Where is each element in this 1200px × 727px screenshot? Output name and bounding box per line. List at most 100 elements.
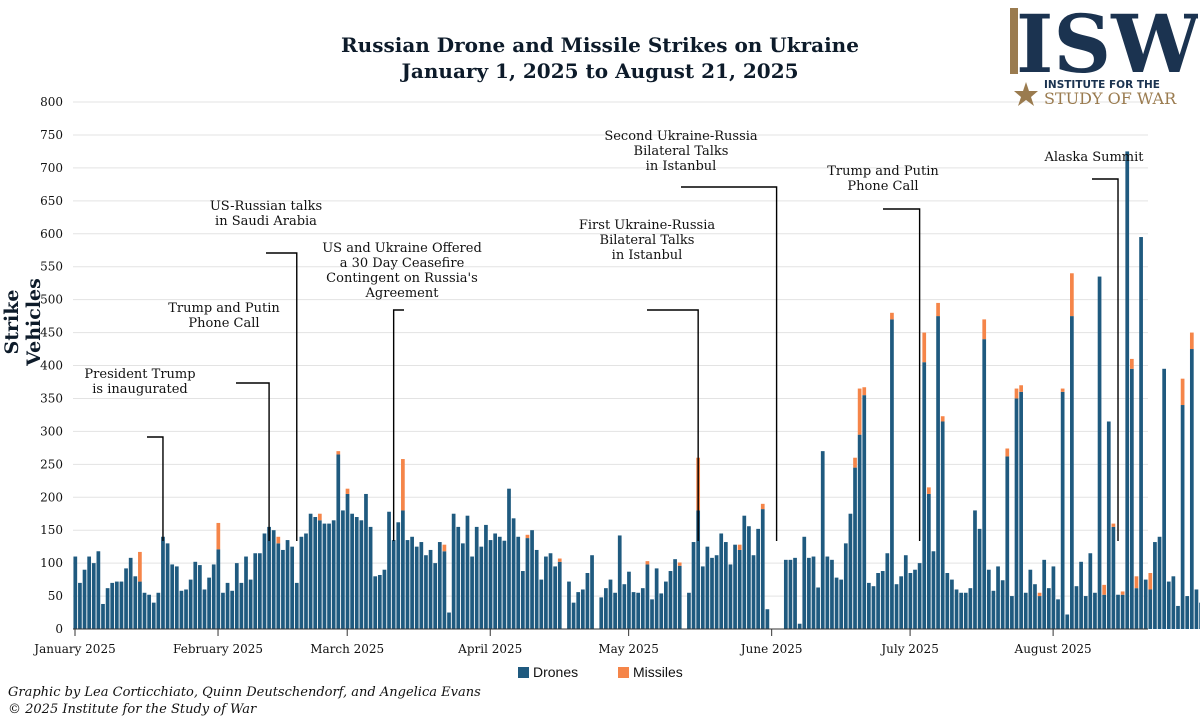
drone-bar bbox=[1129, 368, 1134, 629]
credits-line2: © 2025 Institute for the Study of War bbox=[8, 702, 257, 717]
drone-bar bbox=[1176, 605, 1180, 629]
annotation-leader-line bbox=[266, 252, 298, 541]
y-tick-label: 0 bbox=[55, 622, 63, 636]
missile-bar bbox=[1129, 358, 1134, 369]
logo-line2: STUDY OF WAR bbox=[1044, 89, 1177, 106]
drone-bar bbox=[114, 581, 119, 629]
drone-bar bbox=[1051, 566, 1056, 629]
drone-bar bbox=[608, 579, 613, 629]
annotation-leader-line bbox=[392, 309, 404, 541]
drone-bar bbox=[350, 513, 354, 629]
drone-bar bbox=[580, 589, 585, 629]
annotation-label: is inaugurated bbox=[92, 382, 188, 397]
drone-bar bbox=[138, 581, 142, 629]
legend-label: Missiles bbox=[633, 664, 683, 680]
drone-bar bbox=[327, 523, 331, 629]
annotation-label: Phone Call bbox=[188, 316, 259, 331]
drone-bar bbox=[410, 536, 414, 629]
drone-bar bbox=[170, 564, 175, 629]
drone-bar bbox=[816, 587, 820, 629]
drone-bar bbox=[341, 510, 345, 629]
missile-bar bbox=[922, 332, 927, 363]
drone-bar bbox=[723, 542, 728, 629]
drone-bar bbox=[456, 526, 461, 629]
drone-bar bbox=[1083, 596, 1088, 629]
drone-bar bbox=[294, 582, 299, 629]
annotation-label: a 30 Day Ceasefire bbox=[340, 256, 465, 271]
drone-bar bbox=[364, 493, 368, 629]
drone-bar bbox=[668, 571, 673, 629]
drone-bar bbox=[765, 609, 770, 629]
drone-bar bbox=[613, 592, 617, 629]
annotation-label: Phone Call bbox=[847, 179, 918, 194]
missile-bar bbox=[1070, 273, 1074, 317]
drone-bar bbox=[954, 589, 959, 629]
drone-bar bbox=[700, 566, 705, 629]
drone-bar bbox=[585, 573, 590, 629]
drone-bar bbox=[507, 488, 511, 629]
credits-line1: Graphic by Lea Corticchiato, Quinn Deuts… bbox=[8, 685, 481, 700]
annotation-label: Contingent on Russia's bbox=[326, 271, 478, 286]
annotation-label: in Istanbul bbox=[646, 159, 717, 174]
isw-logo-graphic: ISW INSTITUTE FOR THE STUDY OF WAR bbox=[1010, 0, 1200, 108]
drone-bar bbox=[1143, 579, 1148, 629]
drone-bar bbox=[91, 563, 96, 629]
drone-bar bbox=[188, 579, 193, 629]
legend-swatch bbox=[618, 667, 629, 678]
drone-bar bbox=[664, 581, 668, 629]
missile-bar bbox=[345, 488, 350, 494]
missile-bar bbox=[401, 459, 405, 511]
missile-bar bbox=[926, 487, 931, 494]
drone-bar bbox=[548, 553, 553, 629]
drone-bar bbox=[207, 577, 211, 629]
drone-bar bbox=[811, 556, 816, 629]
drone-bar bbox=[839, 579, 844, 629]
drone-bar bbox=[576, 592, 581, 629]
logo-gold-bar bbox=[1010, 8, 1018, 74]
drone-bar bbox=[267, 526, 271, 629]
missile-bar bbox=[525, 534, 530, 539]
drone-bar bbox=[142, 592, 147, 629]
drone-bar bbox=[424, 555, 428, 629]
drone-bar bbox=[807, 557, 811, 629]
drone-bar bbox=[285, 540, 290, 629]
drone-bar bbox=[1097, 276, 1102, 629]
drone-bar bbox=[1153, 542, 1157, 629]
drone-bar bbox=[239, 582, 244, 629]
missile-bar bbox=[1005, 448, 1010, 457]
y-tick-label: 300 bbox=[40, 424, 63, 438]
drone-bar bbox=[1185, 596, 1190, 629]
drone-bar bbox=[834, 577, 839, 629]
drone-bar bbox=[788, 559, 793, 629]
drone-bar bbox=[945, 573, 950, 629]
drone-bar bbox=[433, 563, 438, 629]
missile-bar bbox=[442, 544, 447, 552]
drone-bar bbox=[991, 590, 996, 629]
drone-bar bbox=[230, 590, 235, 629]
y-tick-label: 450 bbox=[40, 326, 63, 340]
drone-bar bbox=[73, 556, 78, 629]
drone-bar bbox=[373, 576, 378, 629]
drone-bar bbox=[516, 536, 521, 629]
drone-bar bbox=[317, 520, 322, 629]
y-tick-label: 500 bbox=[40, 293, 63, 307]
drone-bar bbox=[982, 339, 987, 629]
drone-bar bbox=[221, 592, 225, 629]
x-tick-label: February 2025 bbox=[173, 642, 263, 656]
x-tick-label: April 2025 bbox=[457, 642, 522, 656]
annotation-leader-line bbox=[647, 309, 699, 541]
drone-bar bbox=[1162, 368, 1167, 629]
drone-bar bbox=[820, 451, 825, 629]
drone-bar bbox=[571, 602, 576, 629]
y-tick-label: 700 bbox=[40, 161, 63, 175]
annotation-leader-line bbox=[236, 382, 270, 541]
drone-bar bbox=[387, 511, 391, 629]
y-tick-label: 200 bbox=[40, 490, 63, 504]
drone-bar bbox=[996, 566, 1000, 629]
drone-bar bbox=[165, 543, 170, 629]
drone-bar bbox=[1014, 398, 1019, 629]
x-tick-label: May 2025 bbox=[598, 642, 659, 656]
drone-bar bbox=[797, 623, 802, 629]
drone-bar bbox=[1120, 594, 1125, 629]
drone-bar bbox=[696, 510, 701, 629]
